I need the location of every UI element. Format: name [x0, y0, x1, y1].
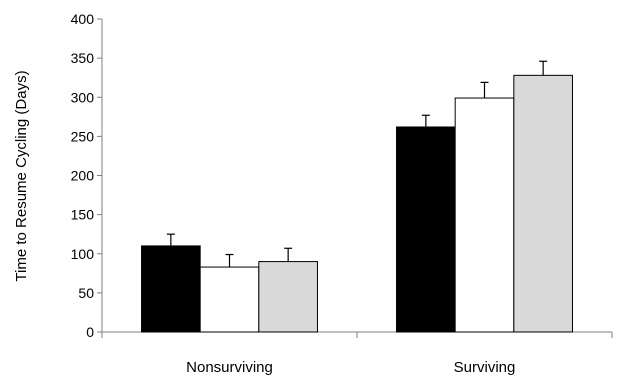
y-tick-label: 200	[71, 168, 95, 184]
y-tick-label: 150	[71, 207, 95, 223]
y-tick-label: 250	[71, 128, 95, 144]
y-ticks: 0 50 100 150 200 250 300 350 400	[71, 11, 102, 340]
bars	[141, 74, 573, 333]
y-tick-label: 50	[78, 285, 94, 301]
y-tick-label: 400	[71, 11, 95, 27]
bar	[454, 97, 515, 333]
category-labels: Nonsurviving Surviving	[101, 332, 613, 376]
y-axis-title: Time to Resume Cycling (Days)	[13, 70, 30, 281]
error-bars	[166, 60, 548, 268]
bar	[141, 245, 201, 333]
bar	[513, 74, 573, 333]
y-tick-label: 100	[71, 246, 95, 262]
bar	[396, 126, 456, 333]
y-tick-label: 300	[71, 89, 95, 105]
category-label: Nonsurviving	[186, 359, 273, 376]
bar	[199, 266, 260, 333]
y-tick-label: 350	[71, 50, 95, 66]
bar	[258, 261, 318, 333]
category-label: Surviving	[454, 359, 516, 376]
y-tick-label: 0	[86, 324, 94, 340]
